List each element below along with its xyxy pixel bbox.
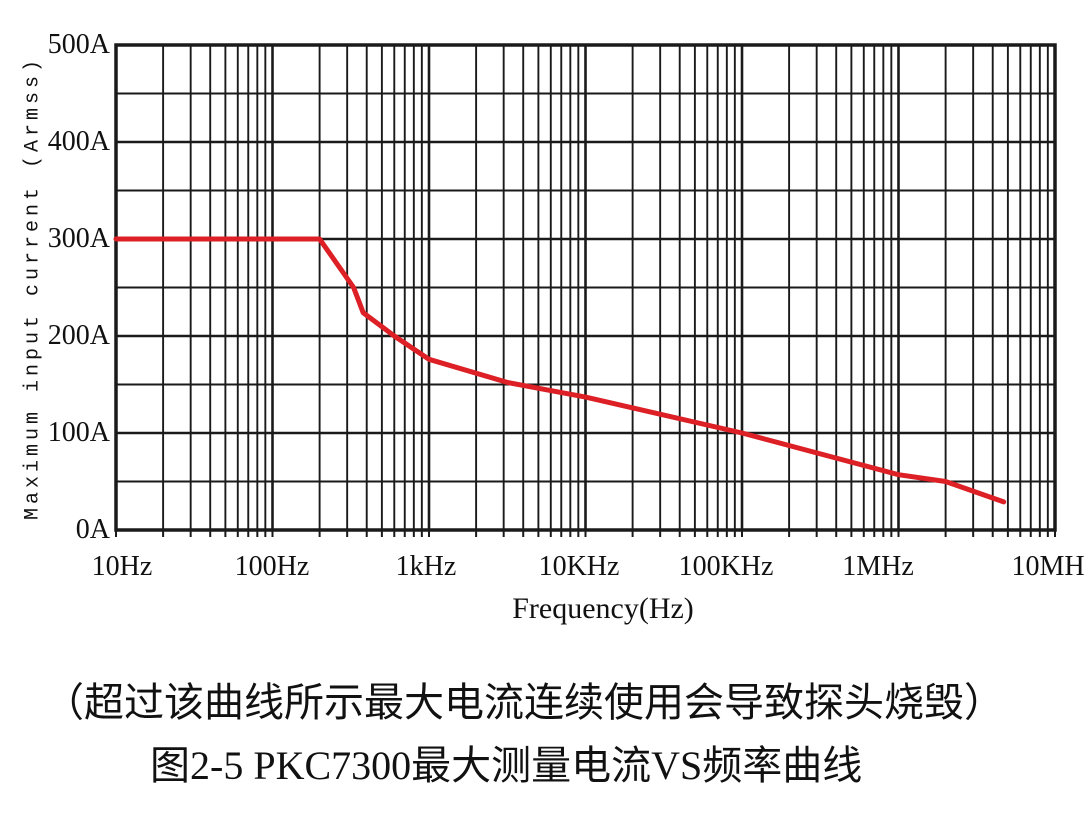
y-tick-label: 0A: [75, 514, 110, 545]
y-axis-title: Maximum input current (Armss): [21, 55, 45, 521]
y-tick-label: 500A: [47, 29, 110, 60]
plot-border: [114, 43, 1057, 532]
figure-caption-note: （超过该曲线所示最大电流连续使用会导致探头烧毁）: [44, 680, 1004, 725]
x-tick-label: 100KHz: [678, 551, 774, 582]
x-tick-label: 10MH: [1011, 551, 1085, 582]
x-axis-title: Frequency(Hz): [512, 592, 694, 625]
x-tick-label: 1kHz: [395, 551, 457, 582]
y-tick-label: 100A: [47, 417, 110, 448]
y-tick-label: 300A: [47, 223, 110, 254]
y-tick-label: 400A: [47, 126, 110, 157]
max-current-vs-frequency-chart: 500A 400A 300A 200A 100A 0A 10Hz 100Hz 1…: [21, 29, 1085, 625]
x-tick-label: 100Hz: [234, 551, 310, 582]
x-tick-label: 10KHz: [538, 551, 620, 582]
chart-canvas: [113, 43, 1057, 537]
x-tick-label: 1MHz: [842, 551, 914, 582]
x-tick-label: 10Hz: [91, 551, 153, 582]
figure-caption-title: 图2-5 PKC7300最大测量电流VS频率曲线: [150, 743, 863, 788]
y-tick-label: 200A: [47, 320, 110, 351]
max-current-curve: [113, 236, 1007, 505]
